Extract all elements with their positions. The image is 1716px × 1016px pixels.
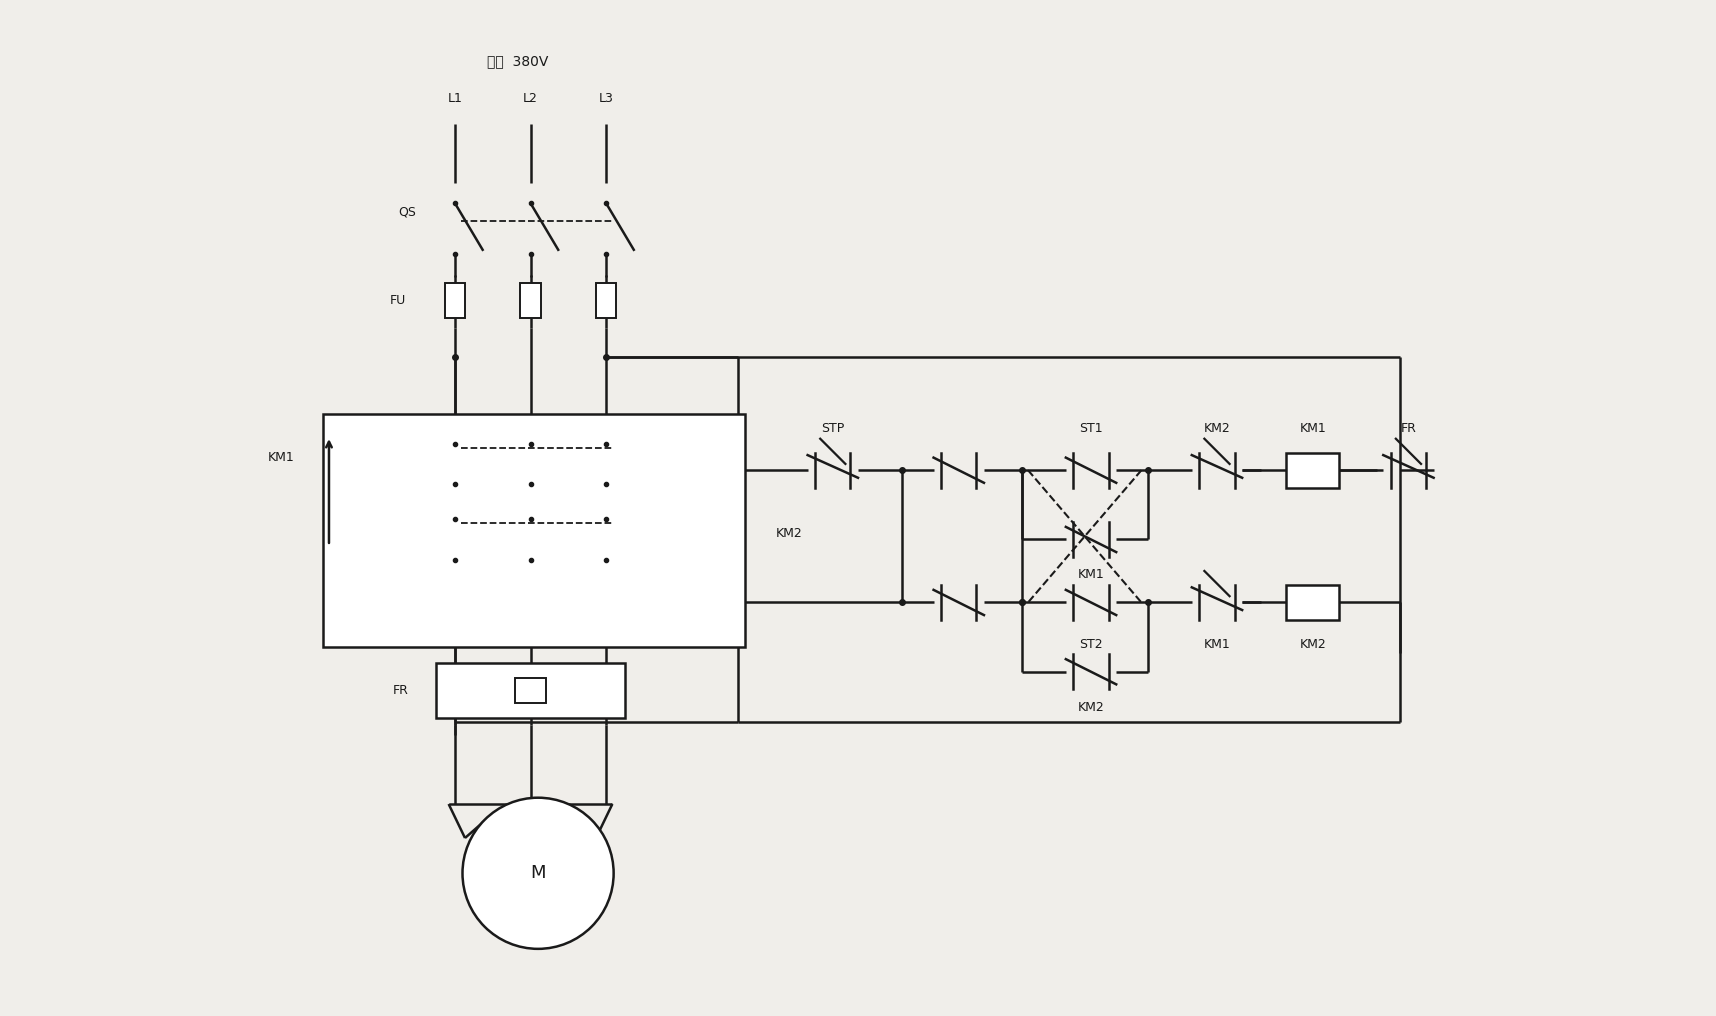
Text: KM2: KM2 [1078,700,1105,713]
Bar [1287,585,1338,620]
Text: KM1: KM1 [1203,637,1230,650]
Text: L3: L3 [599,92,614,105]
Bar [515,678,546,703]
Text: 交流  380V: 交流 380V [487,54,549,68]
Text: M: M [530,865,546,882]
Text: KM2: KM2 [1203,422,1230,435]
Text: QS: QS [398,205,415,218]
Bar [595,282,616,318]
Text: STP: STP [822,422,844,435]
Text: L2: L2 [523,92,537,105]
Text: FR: FR [393,684,408,697]
Bar [436,662,625,718]
Text: FU: FU [390,294,407,307]
Bar [1287,452,1338,488]
Text: KM2: KM2 [776,526,803,539]
Text: KM1: KM1 [1299,422,1326,435]
Text: ST1: ST1 [1079,422,1103,435]
Text: KM1: KM1 [268,451,295,464]
Bar [323,414,745,646]
Text: KM1: KM1 [1078,568,1105,581]
Text: FR: FR [1400,422,1416,435]
Text: ST2: ST2 [1079,637,1103,650]
Text: L1: L1 [448,92,462,105]
Circle shape [463,798,614,949]
Text: KM2: KM2 [1299,637,1326,650]
Bar [520,282,541,318]
Bar [444,282,465,318]
